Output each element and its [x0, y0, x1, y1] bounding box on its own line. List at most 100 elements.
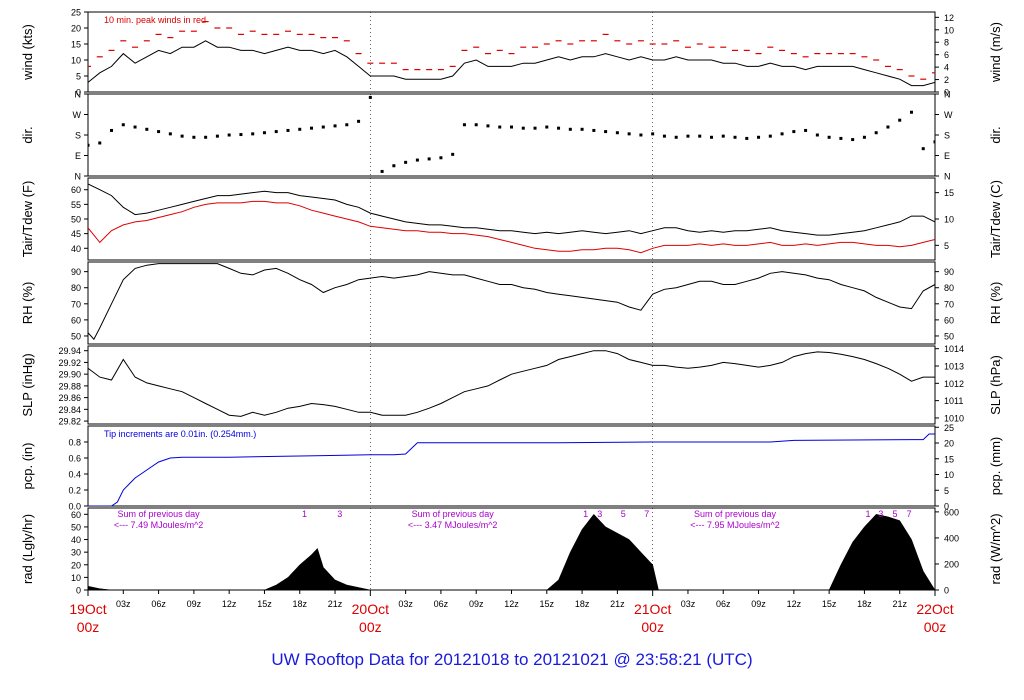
- wind-dir-point: [357, 119, 361, 123]
- wind-dir-point: [98, 141, 102, 145]
- ytick-label-right: 20: [944, 439, 954, 449]
- panel-frame: [87, 177, 936, 261]
- wind-dir-point: [886, 125, 890, 129]
- ytick-label-right: 2: [944, 75, 949, 85]
- ylabel-right: Tair/Tdew (C): [988, 180, 1003, 258]
- wind-dir-point: [698, 134, 702, 138]
- ytick-label-left: 50: [71, 215, 81, 225]
- ytick-label-left: 70: [71, 299, 81, 309]
- wind-dir-point: [286, 128, 290, 132]
- ytick-label-right: 60: [944, 315, 954, 325]
- wind-dir-point: [592, 128, 596, 132]
- ytick-label-left: 0.2: [68, 486, 81, 496]
- ytick-label-left: 0.0: [68, 502, 81, 512]
- wind-dir-point: [639, 133, 643, 137]
- hour-marker: 3: [337, 509, 342, 519]
- panel-rh: 50 60 70 80 90 50 60 70 80 90 RH (%) RH (%): [20, 261, 1003, 345]
- xtick-label: 09z: [187, 599, 202, 609]
- panel-annotation: Tip increments are 0.01in. (0.254mm.): [104, 429, 256, 439]
- xtick-label: 21z: [892, 599, 907, 609]
- wind-dir-point: [933, 140, 935, 144]
- ylabel-right: pcp. (mm): [988, 437, 1003, 496]
- date-label-hour: 00z: [641, 619, 664, 635]
- panel-temp: 40 45 50 55 60 5 10 15 Tair/Tdew (F) Tair/Tdew (C…: [20, 177, 1003, 261]
- ytick-label-left: 10: [71, 573, 81, 583]
- panel-frame: [87, 507, 936, 591]
- panel-data: [88, 513, 935, 590]
- ylabel-right: rad (W/m^2): [988, 513, 1003, 584]
- ytick-label-right: 12: [944, 13, 954, 23]
- xtick-label: 09z: [751, 599, 766, 609]
- time-axis: 03z 06z 09z 12z 15z 18z 21z 03z 06z 09z 12z 15z 18z 2…: [69, 590, 954, 635]
- xtick-label: 15z: [257, 599, 272, 609]
- ytick-label-right: 1010: [944, 413, 964, 423]
- wind-dir-point: [88, 143, 90, 147]
- ytick-label-right: 8: [944, 38, 949, 48]
- panel-annotation: 10 min. peak winds in red: [104, 15, 206, 25]
- ytick-label-left: 0: [76, 586, 81, 596]
- radiation-sum-value: <--- 7.49 MJoules/m^2: [114, 520, 204, 530]
- ytick-label-right: 25: [944, 423, 954, 433]
- ytick-label-left: 0: [76, 88, 81, 98]
- ytick-label-right: N: [944, 172, 951, 182]
- wind-dir-point: [110, 128, 114, 132]
- wind-dir-point: [757, 135, 761, 139]
- series-line-Tair: [88, 183, 935, 236]
- wind-dir-point: [415, 158, 419, 162]
- wind-dir-point: [133, 125, 137, 129]
- series-line-SLP: [88, 350, 935, 417]
- ytick-label-left: 45: [71, 229, 81, 239]
- wind-dir-point: [733, 135, 737, 139]
- hour-marker: 5: [892, 509, 897, 519]
- xtick-label: 21z: [610, 599, 625, 609]
- ylabel-right: SLP (hPa): [988, 355, 1003, 415]
- radiation-sum-value: <--- 3.47 MJoules/m^2: [408, 520, 498, 530]
- ytick-label-left: 80: [71, 283, 81, 293]
- ytick-label-left: 90: [71, 267, 81, 277]
- wind-dir-point: [404, 160, 408, 164]
- wind-dir-point: [815, 133, 819, 137]
- ytick-label-left: 60: [71, 510, 81, 520]
- wind-dir-point: [251, 132, 255, 136]
- xtick-label: 12z: [222, 599, 237, 609]
- ytick-label-left: 40: [71, 535, 81, 545]
- date-label-hour: 00z: [359, 619, 382, 635]
- panel-frame: [87, 93, 936, 177]
- wind-dir-point: [533, 126, 537, 130]
- ylabel-right: dir.: [988, 126, 1003, 143]
- ytick-label-right: E: [944, 151, 950, 161]
- wind-dir-point: [721, 134, 725, 138]
- wind-dir-point: [568, 127, 572, 131]
- date-label-hour: 00z: [924, 619, 947, 635]
- ytick-label-right: 600: [944, 507, 959, 517]
- panel-frame: [87, 425, 936, 507]
- wind-dir-point: [898, 118, 902, 122]
- wind-dir-point: [557, 126, 561, 130]
- wind-dir-point: [427, 157, 431, 161]
- ytick-label-left: 55: [71, 200, 81, 210]
- ytick-label-right: 50: [944, 331, 954, 341]
- wind-dir-point: [545, 125, 549, 129]
- ytick-label-right: S: [944, 131, 950, 141]
- ytick-label-left: 29.86: [58, 393, 81, 403]
- ylabel-left: pcp. (in): [20, 443, 35, 490]
- ytick-label-right: 10: [944, 25, 954, 35]
- wind-dir-point: [909, 110, 913, 114]
- panel-data: [88, 263, 935, 341]
- series-line-RH: [88, 263, 935, 341]
- ytick-label-right: 5: [944, 241, 949, 251]
- ytick-label-left: E: [75, 151, 81, 161]
- panel-data: [88, 183, 935, 254]
- ytick-label-right: 1014: [944, 344, 964, 354]
- wind-dir-point: [215, 134, 219, 138]
- wind-dir-point: [145, 127, 149, 131]
- ylabel-right: RH (%): [988, 282, 1003, 325]
- wind-dir-point: [615, 131, 619, 135]
- wind-dir-point: [204, 135, 208, 139]
- panel-data: [88, 350, 935, 417]
- wind-dir-point: [498, 125, 502, 129]
- wind-dir-point: [333, 124, 337, 128]
- wind-dir-point: [439, 156, 443, 160]
- wind-dir-point: [874, 131, 878, 135]
